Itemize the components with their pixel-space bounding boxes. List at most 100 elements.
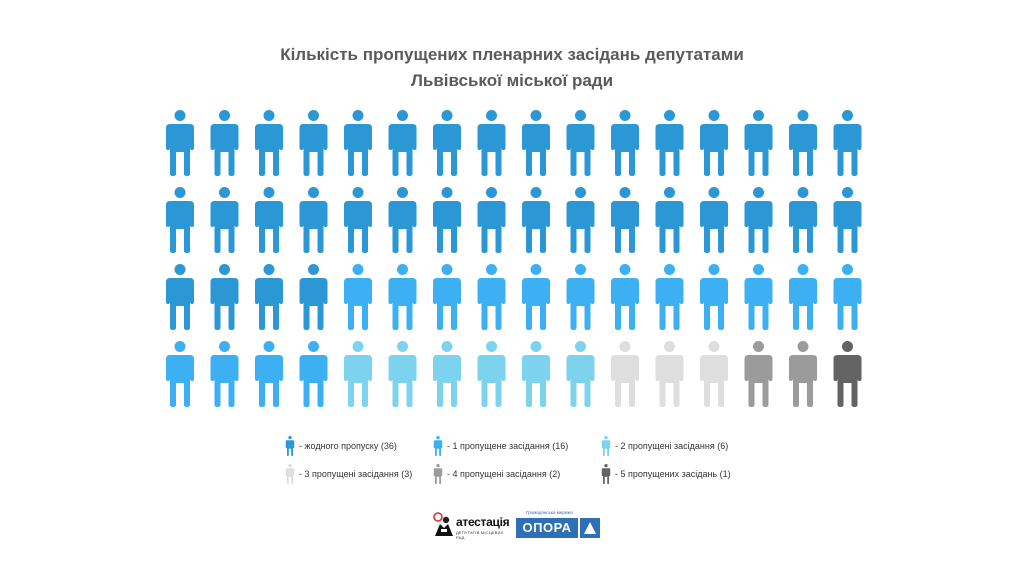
- opora-logo: ОПОРА: [516, 518, 578, 538]
- legend-item: - 2 пропущені засідання (6): [601, 436, 728, 456]
- person-icon: [166, 264, 194, 330]
- legend-person-icon: [601, 464, 611, 484]
- person-icon: [655, 264, 684, 330]
- person-icon: [477, 187, 506, 253]
- person-icon: [388, 110, 417, 176]
- person-icon: [477, 110, 506, 176]
- legend-label: - 2 пропущені засідання (6): [615, 441, 729, 451]
- legend-swatch: [285, 436, 295, 456]
- person-icon: [255, 187, 283, 253]
- chart-title: Кількість пропущених пленарних засідань …: [0, 42, 1024, 94]
- legend-label: - жодного пропуску (36): [299, 441, 397, 451]
- person-icon: [655, 187, 684, 253]
- legend-label: - 1 пропущене засідання (16): [447, 441, 569, 451]
- legend-item: - 3 пропущені засідання (3): [285, 464, 412, 484]
- person-icon: [433, 187, 461, 253]
- person-icon: [166, 187, 194, 253]
- person-icon: [700, 110, 728, 176]
- opora-tagline: Громадянська мережа: [526, 510, 573, 515]
- legend-label: - 4 пропущені засідання (2): [447, 469, 561, 479]
- legend-item: - 1 пропущене засідання (16): [433, 436, 568, 456]
- person-icon: [566, 264, 595, 330]
- chart-title-line-1: Кількість пропущених пленарних засідань …: [280, 45, 744, 64]
- person-icon: [611, 187, 639, 253]
- person-icon: [611, 110, 639, 176]
- legend-label: - 5 пропущених засідань (1): [615, 469, 731, 479]
- person-icon: [789, 110, 817, 176]
- person-icon: [833, 264, 862, 330]
- logos: атестація ДЕПУТАТІВ МІСЦЕВИХ РАД Громадя…: [432, 510, 612, 540]
- legend-swatch: [433, 436, 443, 456]
- person-icon: [344, 264, 372, 330]
- person-icon: [522, 264, 550, 330]
- person-icon: [611, 264, 639, 330]
- chart-title-line-2: Львівської міської ради: [410, 71, 614, 90]
- person-icon: [566, 187, 595, 253]
- person-icon: [344, 187, 372, 253]
- person-icon: [388, 187, 417, 253]
- person-icon: [166, 341, 194, 407]
- legend-item: - 5 пропущених засідань (1): [601, 464, 731, 484]
- person-icon: [388, 264, 417, 330]
- person-icon: [700, 187, 728, 253]
- legend-item: - 4 пропущені засідання (2): [433, 464, 560, 484]
- person-icon: [477, 264, 506, 330]
- person-icon: [744, 264, 773, 330]
- legend-person-icon: [433, 464, 443, 484]
- legend-person-icon: [285, 464, 295, 484]
- atestatsiia-subtitle: ДЕПУТАТІВ МІСЦЕВИХ РАД: [456, 530, 504, 540]
- person-icon: [700, 264, 728, 330]
- person-icon: [299, 341, 328, 407]
- person-icon: [210, 341, 239, 407]
- person-icon: [833, 341, 862, 407]
- legend-item: - жодного пропуску (36): [285, 436, 397, 456]
- person-icon: [299, 264, 328, 330]
- person-icon: [611, 341, 639, 407]
- person-icon: [433, 110, 461, 176]
- person-icon: [388, 341, 417, 407]
- legend-person-icon: [285, 436, 295, 456]
- person-icon: [833, 187, 862, 253]
- legend-person-icon: [433, 436, 443, 456]
- opora-triangle-icon: [580, 518, 600, 538]
- legend-swatch: [601, 436, 611, 456]
- person-icon: [744, 341, 773, 407]
- person-icon: [566, 341, 595, 407]
- legend-swatch: [285, 464, 295, 484]
- person-icon: [522, 187, 550, 253]
- person-icon: [477, 341, 506, 407]
- person-icon: [700, 341, 728, 407]
- person-icon: [210, 110, 239, 176]
- person-icon: [210, 264, 239, 330]
- person-icon: [299, 187, 328, 253]
- person-icon: [166, 110, 194, 176]
- person-icon: [655, 341, 684, 407]
- atestatsiia-logo: атестація ДЕПУТАТІВ МІСЦЕВИХ РАД: [432, 512, 512, 540]
- person-icon: [210, 187, 239, 253]
- person-icon: [566, 110, 595, 176]
- person-icon: [744, 110, 773, 176]
- person-icon: [655, 110, 684, 176]
- person-icon: [744, 187, 773, 253]
- person-icon: [344, 110, 372, 176]
- person-icon: [255, 341, 283, 407]
- legend-person-icon: [601, 436, 611, 456]
- person-icon: [299, 110, 328, 176]
- person-icon: [522, 110, 550, 176]
- person-icon: [344, 341, 372, 407]
- person-icon: [255, 264, 283, 330]
- person-icon: [522, 341, 550, 407]
- legend-swatch: [433, 464, 443, 484]
- person-icon: [433, 341, 461, 407]
- person-icon: [789, 341, 817, 407]
- person-icon: [789, 264, 817, 330]
- person-icon: [433, 264, 461, 330]
- atestatsiia-name: атестація: [456, 515, 510, 529]
- person-icon: [789, 187, 817, 253]
- legend-swatch: [601, 464, 611, 484]
- person-icon: [833, 110, 862, 176]
- person-icon: [255, 110, 283, 176]
- legend-label: - 3 пропущені засідання (3): [299, 469, 413, 479]
- atestatsiia-emblem-icon: [433, 512, 453, 536]
